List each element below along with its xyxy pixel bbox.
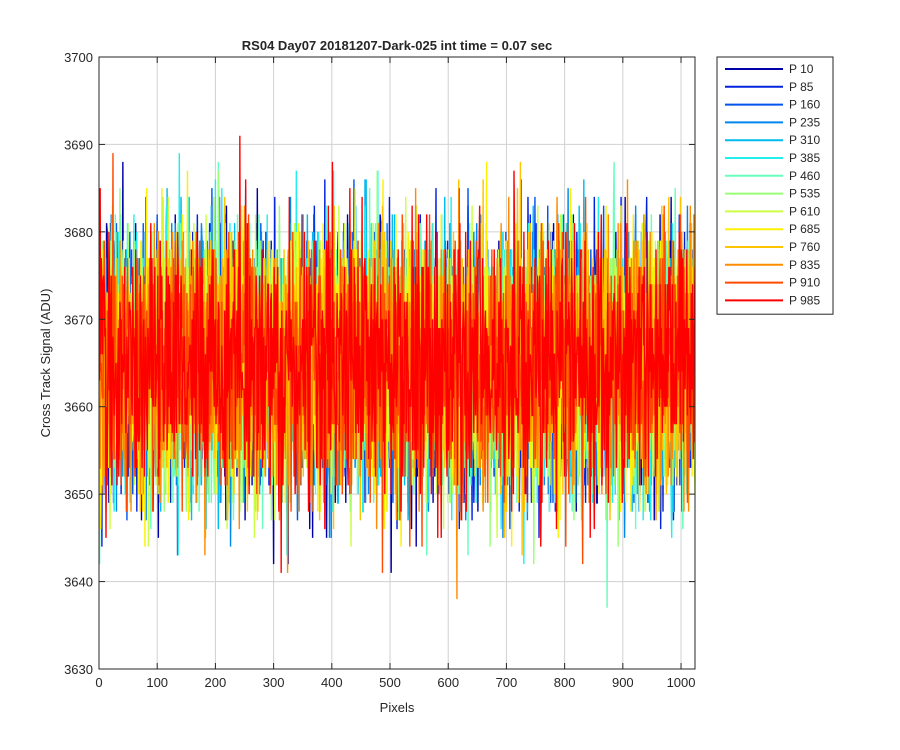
- x-tick-label: 1000: [667, 675, 696, 690]
- y-tick-label: 3630: [64, 662, 93, 677]
- series-line-13: [99, 135, 695, 573]
- x-tick-label: 500: [379, 675, 401, 690]
- legend-label: P 910: [789, 276, 820, 290]
- legend-label: P 460: [789, 169, 820, 183]
- legend-label: P 235: [789, 115, 820, 129]
- y-tick-label: 3650: [64, 487, 93, 502]
- x-tick-label: 0: [95, 675, 102, 690]
- legend-label: P 310: [789, 133, 820, 147]
- y-tick-label: 3680: [64, 225, 93, 240]
- legend-box: [716, 56, 834, 315]
- legend-label: P 985: [789, 293, 820, 307]
- y-axis-title: Cross Track Signal (ADU): [38, 289, 53, 438]
- x-tick-label: 300: [263, 675, 285, 690]
- y-tick-label: 3700: [64, 50, 93, 65]
- x-tick-label: 700: [496, 675, 518, 690]
- legend-label: P 85: [789, 80, 814, 94]
- chart-title: RS04 Day07 20181207-Dark-025 int time = …: [242, 38, 552, 53]
- legend-label: P 535: [789, 187, 820, 201]
- axis-ticks: 0 100 200 300 400 500 600 700 800 900 1000 3630 3640…: [64, 50, 695, 690]
- legend: P 10 P 85 P 160 P 235 P 310 P 385 P 460 P 535 P …: [716, 56, 834, 315]
- legend-label: P 835: [789, 258, 820, 272]
- legend-label: P 160: [789, 98, 820, 112]
- x-tick-label: 200: [205, 675, 227, 690]
- x-tick-label: 800: [554, 675, 576, 690]
- y-tick-label: 3690: [64, 137, 93, 152]
- legend-label: P 385: [789, 151, 820, 165]
- x-tick-label: 600: [437, 675, 459, 690]
- legend-label: P 10: [789, 62, 814, 76]
- y-tick-label: 3660: [64, 400, 93, 415]
- legend-label: P 760: [789, 240, 820, 254]
- y-tick-label: 3670: [64, 312, 93, 327]
- x-tick-label: 900: [612, 675, 634, 690]
- x-tick-label: 400: [321, 675, 343, 690]
- legend-label: P 685: [789, 222, 820, 236]
- x-tick-label: 100: [146, 675, 168, 690]
- series-lines: [99, 135, 695, 608]
- series-line-12: [99, 153, 695, 573]
- x-axis-title: Pixels: [380, 700, 415, 715]
- legend-label: P 610: [789, 204, 820, 218]
- plot-frame: [98, 56, 696, 670]
- y-tick-label: 3640: [64, 575, 93, 590]
